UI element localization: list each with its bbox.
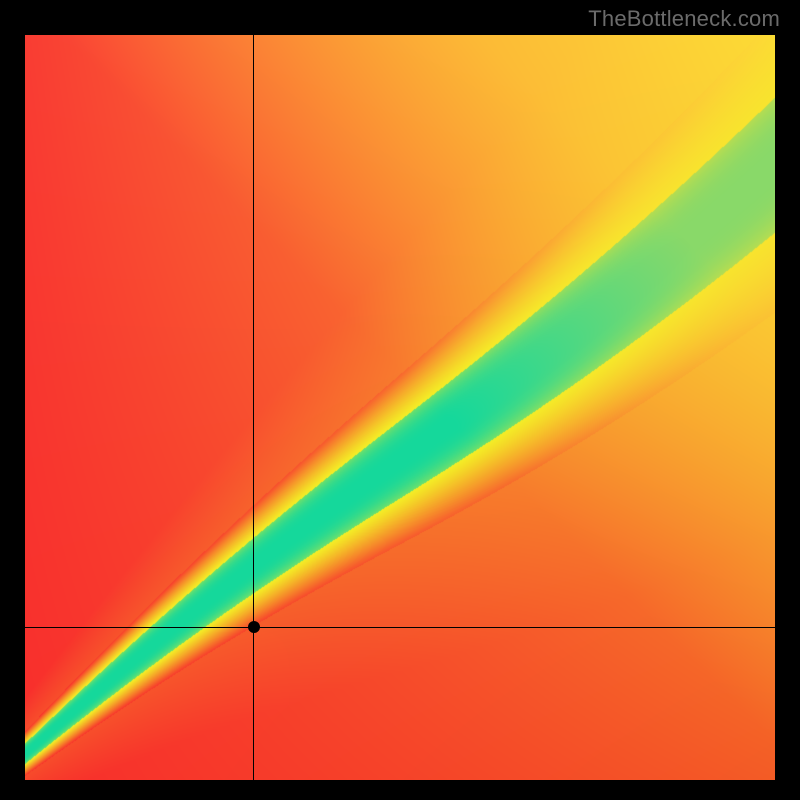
watermark-text: TheBottleneck.com xyxy=(588,6,780,32)
chart-frame: TheBottleneck.com xyxy=(0,0,800,800)
crosshair-horizontal xyxy=(25,627,775,628)
bottleneck-heatmap xyxy=(25,35,775,780)
crosshair-vertical xyxy=(253,35,254,780)
crosshair-marker xyxy=(248,621,260,633)
